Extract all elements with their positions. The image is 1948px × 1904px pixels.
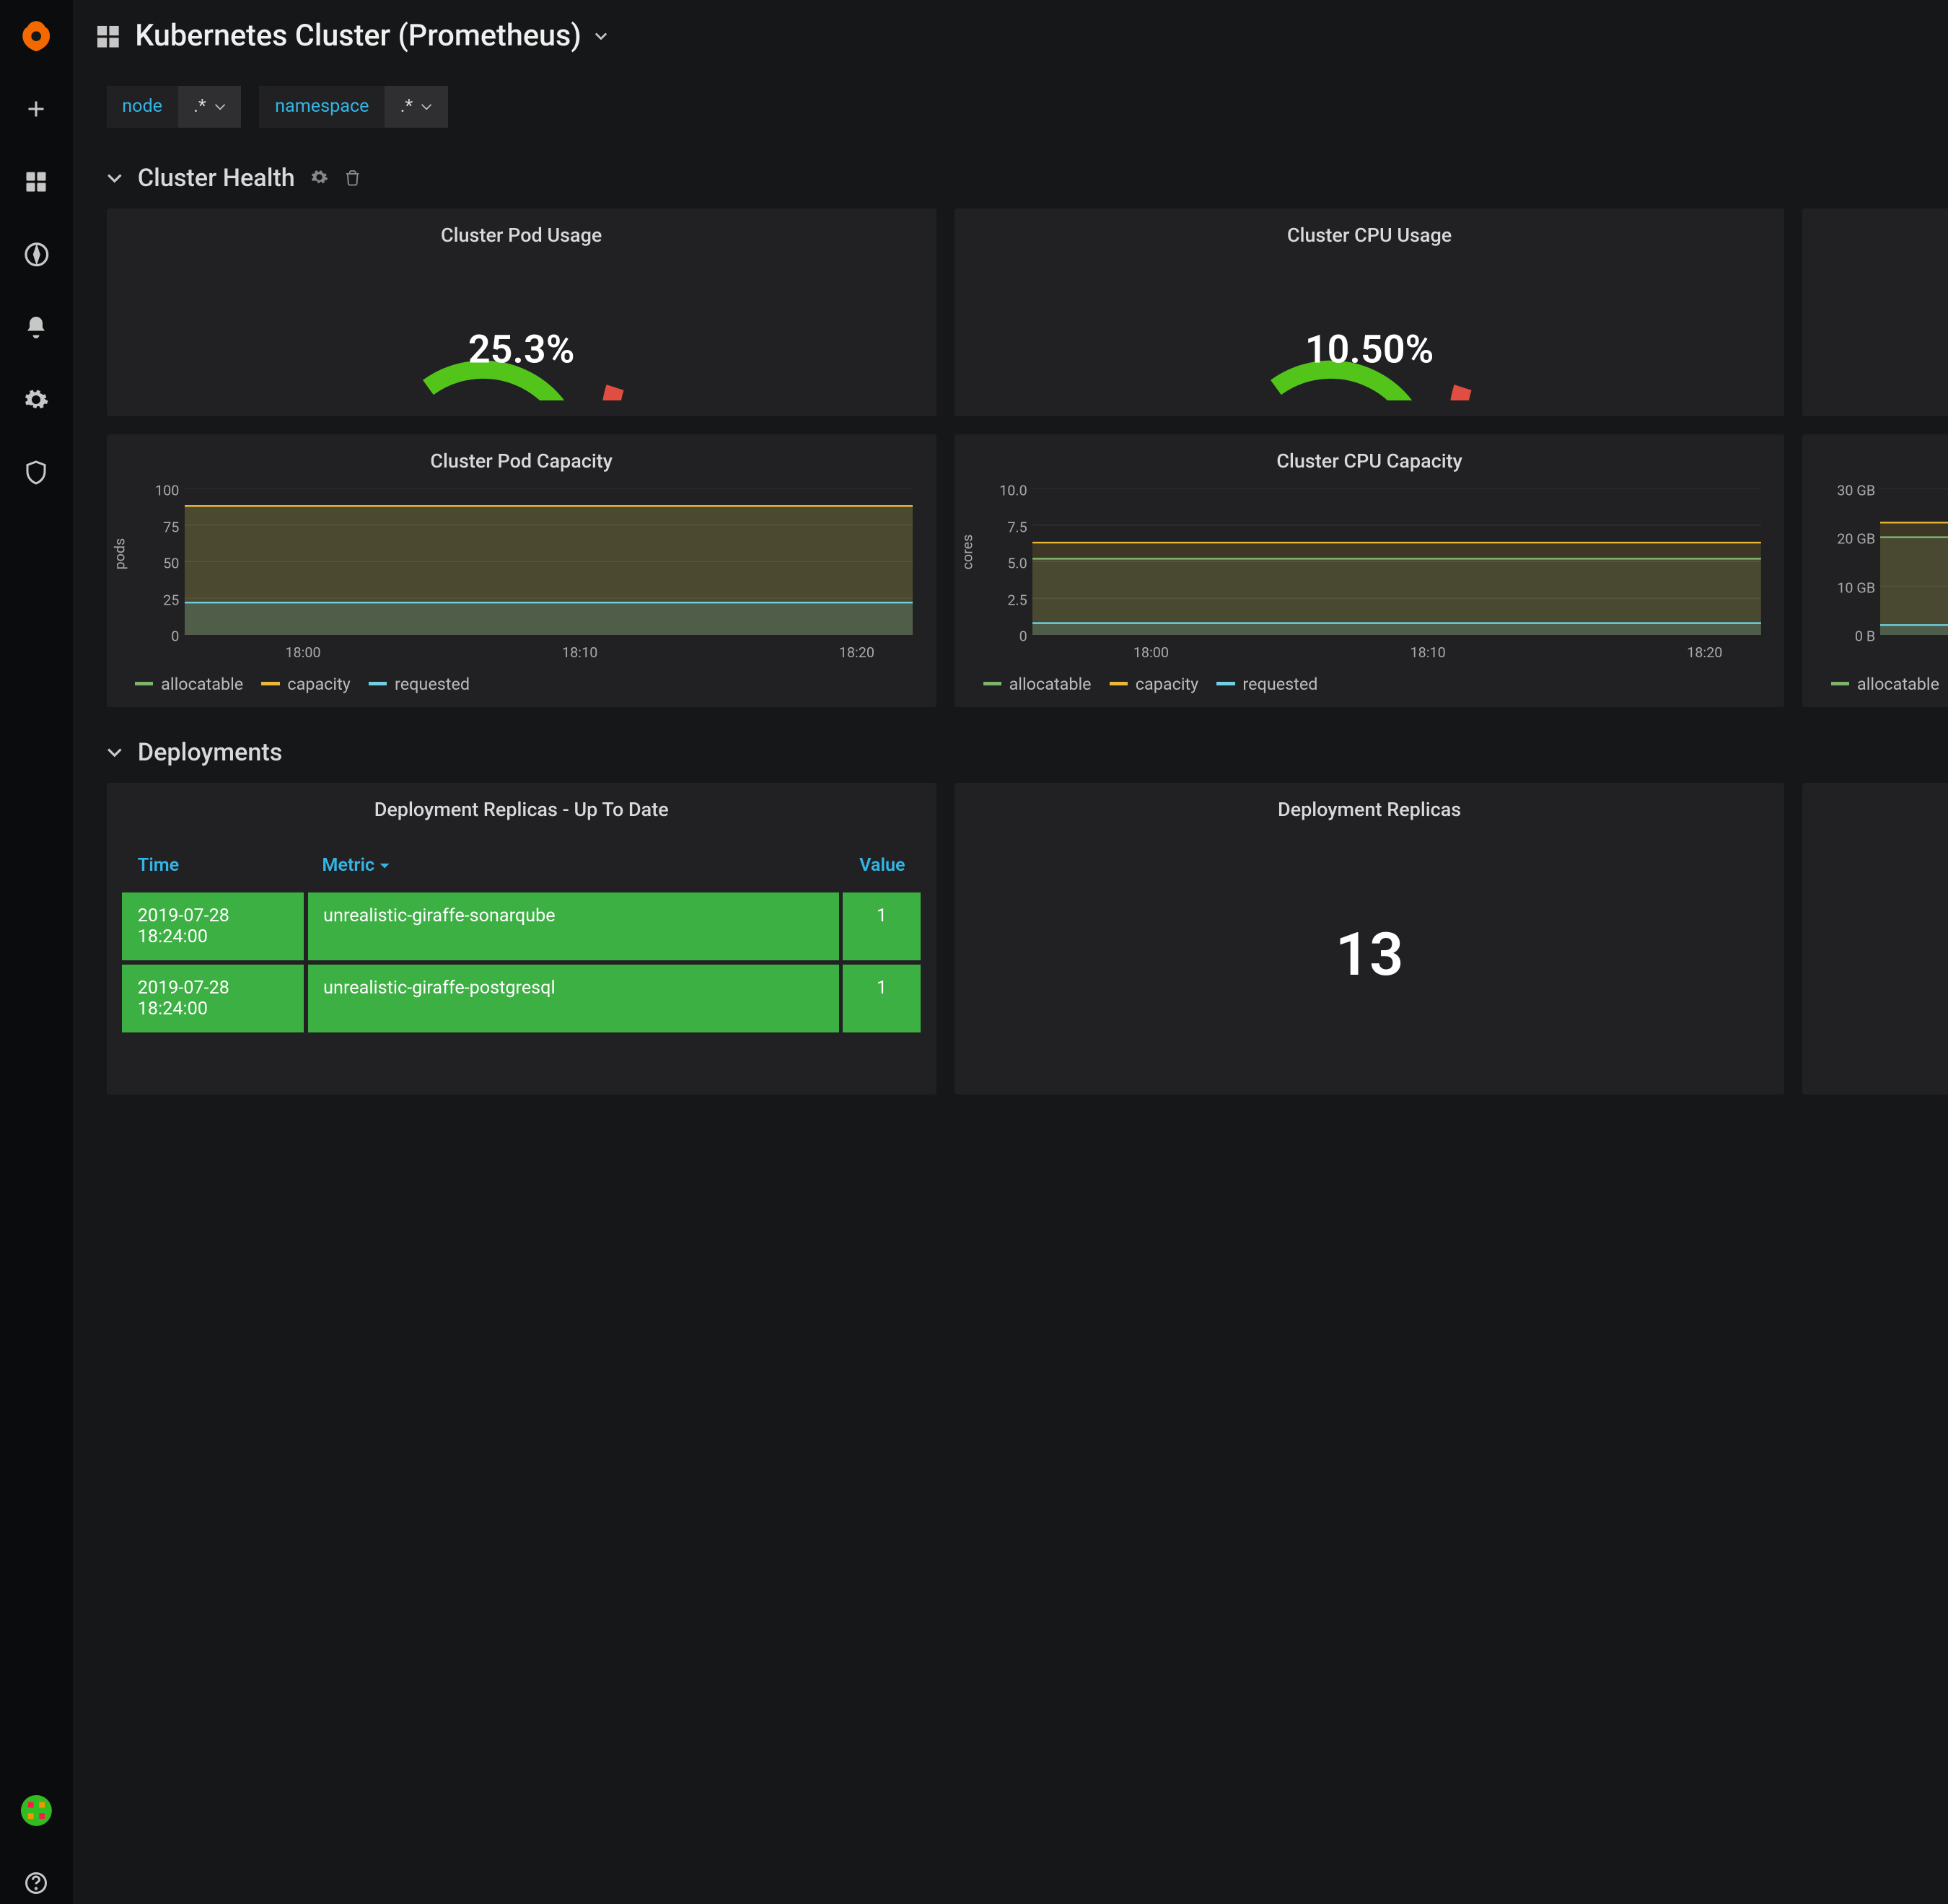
filters-bar: node .* namespace .* Dashboards [73, 73, 1948, 141]
row-deployments[interactable]: Deployments [107, 725, 1948, 783]
panel-title: Cluster CPU Usage [970, 221, 1769, 255]
table-row[interactable]: 2019-07-28 18:24:00 unrealistic-giraffe-… [122, 965, 921, 1032]
deploy-table-panel[interactable]: Deployment Replicas - Up To Date Time Me… [107, 783, 936, 1094]
legend-item[interactable]: allocatable [135, 674, 243, 694]
cell-value: 1 [843, 892, 921, 960]
explore-icon[interactable] [16, 234, 58, 276]
chevron-down-icon [107, 170, 123, 186]
gauge-value: 25.3% [468, 327, 575, 372]
gauge-panel[interactable]: Cluster Memory Usage 1.741% [1802, 209, 1948, 416]
grafana-logo-icon[interactable] [16, 16, 58, 58]
capacity-panel[interactable]: Cluster Mem Capacity 30 GB20 GB10 GB0 B … [1802, 434, 1948, 707]
chevron-down-icon [595, 30, 607, 43]
row-settings-icon[interactable] [310, 164, 328, 193]
panel-title: Cluster CPU Capacity [970, 447, 1769, 481]
help-icon[interactable] [16, 1862, 58, 1904]
stat-panel[interactable]: Deployment Replicas 13 [955, 783, 1784, 1094]
configuration-icon[interactable] [16, 380, 58, 421]
topbar: Kubernetes Cluster (Prometheus) + Last 3… [73, 0, 1948, 73]
panel-title: Deployment Replicas [970, 796, 1769, 829]
panel-title: Deployment Replicas - Up To Date [122, 796, 921, 829]
row-cluster-health[interactable]: Cluster Health [107, 151, 1948, 209]
legend-item[interactable]: capacity [1110, 674, 1198, 694]
row-title: Deployments [138, 738, 283, 767]
panel-title: Cluster Pod Usage [122, 221, 921, 255]
legend-item[interactable]: allocatable [1831, 674, 1939, 694]
stat-panel[interactable]: Deployment Replicas - Updated 13 [1802, 783, 1948, 1094]
filter-label: namespace [259, 86, 385, 128]
th-time[interactable]: Time [122, 842, 304, 889]
shield-icon[interactable] [16, 452, 58, 493]
legend-item[interactable]: requested [1216, 674, 1317, 694]
filter-node[interactable]: node .* [107, 86, 242, 128]
table-row[interactable]: 2019-07-28 18:24:00 unrealistic-giraffe-… [122, 892, 921, 960]
gauge-value: 10.50% [1305, 327, 1434, 372]
legend-item[interactable]: allocatable [983, 674, 1092, 694]
row-title: Cluster Health [138, 164, 295, 193]
cell-time: 2019-07-28 18:24:00 [122, 892, 304, 960]
plus-icon[interactable] [16, 88, 58, 130]
panel-title: Deployment Replicas - Updated [1818, 796, 1948, 829]
stat-value: 13 [1818, 829, 1948, 1082]
cell-metric: unrealistic-giraffe-postgresql [308, 965, 839, 1032]
cell-metric: unrealistic-giraffe-sonarqube [308, 892, 839, 960]
th-value[interactable]: Value [830, 842, 921, 889]
capacity-panel[interactable]: Cluster CPU Capacity cores 10.07.55.02.5… [955, 434, 1784, 707]
filter-value[interactable]: .* [385, 86, 448, 128]
dashboards-icon[interactable] [16, 161, 58, 203]
legend-item[interactable]: capacity [261, 674, 350, 694]
panel-title: Cluster Memory Usage [1818, 221, 1948, 255]
cell-value: 1 [843, 965, 921, 1032]
title-text: Kubernetes Cluster (Prometheus) [135, 19, 582, 53]
filter-label: node [107, 86, 178, 128]
gauge-panel[interactable]: Cluster Pod Usage 25.3% [107, 209, 936, 416]
panel-title: Cluster Pod Capacity [122, 447, 921, 481]
chevron-down-icon [107, 745, 123, 760]
th-metric[interactable]: Metric [307, 842, 828, 889]
sidebar [0, 0, 73, 1904]
legend-item[interactable]: requested [369, 674, 470, 694]
alerting-icon[interactable] [16, 307, 58, 348]
avatar-icon[interactable] [16, 1789, 58, 1831]
cell-time: 2019-07-28 18:24:00 [122, 965, 304, 1032]
filter-value[interactable]: .* [178, 86, 242, 128]
panel-title: Cluster Mem Capacity [1818, 447, 1948, 481]
page-title[interactable]: Kubernetes Cluster (Prometheus) [94, 19, 607, 53]
stat-value: 13 [970, 829, 1769, 1082]
capacity-panel[interactable]: Cluster Pod Capacity pods 1007550250 18:… [107, 434, 936, 707]
filter-namespace[interactable]: namespace .* [259, 86, 447, 128]
row-delete-icon[interactable] [344, 164, 361, 193]
dashboard-icon [94, 22, 123, 51]
gauge-panel[interactable]: Cluster CPU Usage 10.50% [955, 209, 1784, 416]
